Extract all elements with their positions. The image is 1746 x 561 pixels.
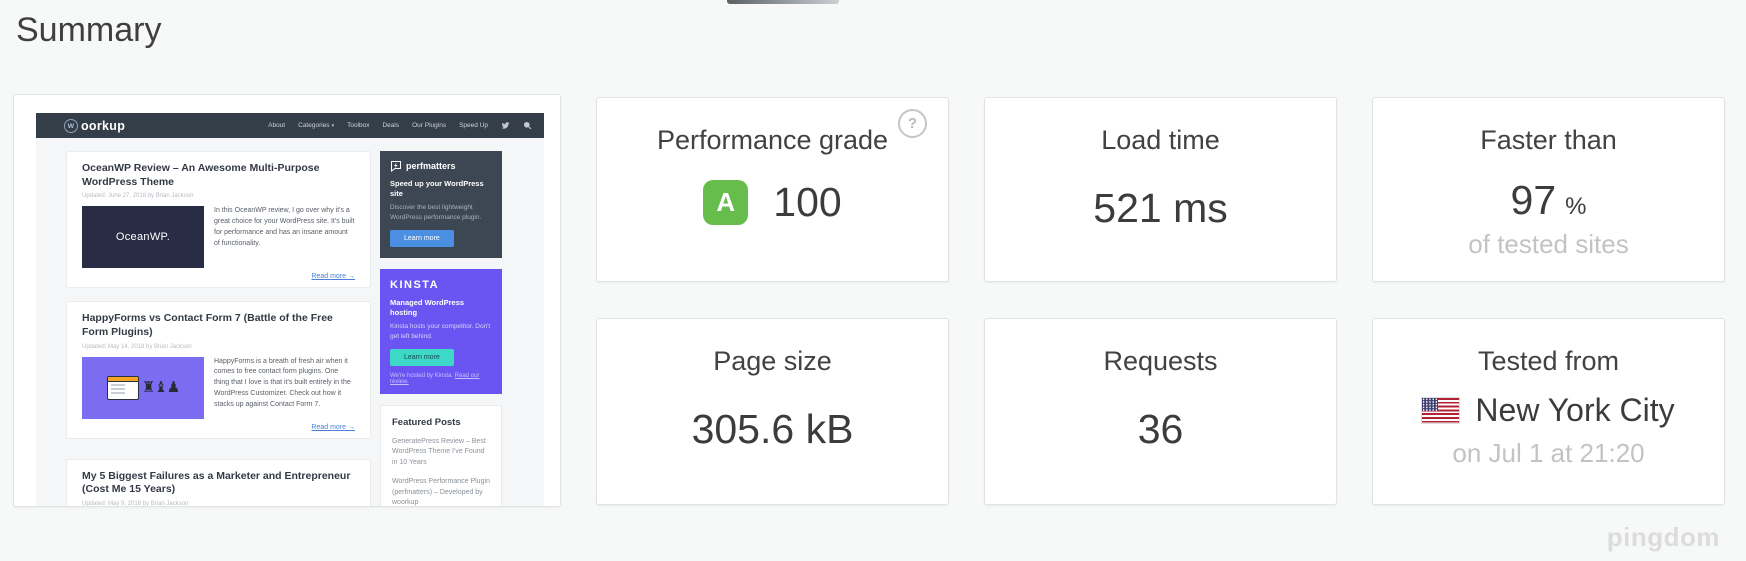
site-content: OceanWP Review – An Awesome Multi-Purpos… <box>36 138 544 506</box>
site-main-column: OceanWP Review – An Awesome Multi-Purpos… <box>66 151 371 506</box>
article-card-failures: My 5 Biggest Failures as a Marketer and … <box>66 458 371 507</box>
metric-title: Requests <box>1103 346 1218 376</box>
metric-card-load-time: Load time 521 ms <box>984 97 1337 282</box>
read-our-review-link: Read our review. <box>390 372 480 385</box>
featured-posts-widget: Featured Posts GeneratePress Review – Be… <box>380 404 502 506</box>
woorkup-logo: w oorkup <box>64 118 126 133</box>
chevron-down-icon: ▾ <box>331 123 335 129</box>
metric-value: 100 <box>773 179 842 225</box>
metric-subtext: on Jul 1 at 21:20 <box>1452 438 1645 468</box>
nav-item-toolbox: Toolbox <box>347 122 370 129</box>
article-title: My 5 Biggest Failures as a Marketer and … <box>82 469 351 496</box>
article-thumbnail-happyforms: ♜♝♟ <box>82 356 204 419</box>
woorkup-logo-icon: w <box>64 118 78 133</box>
read-more-link: Read more → <box>311 273 355 281</box>
perfmatters-icon <box>390 160 402 172</box>
search-icon <box>523 121 532 130</box>
kinsta-logo: KINSTA <box>390 278 440 291</box>
article-excerpt: In this OceanWP review, I go over why it… <box>214 207 355 247</box>
article-meta: Updated: June 27, 2018 by Brian Jackson <box>82 193 194 200</box>
article-card-oceanwp: OceanWP Review – An Awesome Multi-Purpos… <box>66 151 371 289</box>
widget-headline: Managed WordPress hosting <box>390 297 465 317</box>
article-meta: Updated: May 9, 2018 by Brian Jackson <box>82 500 189 507</box>
metric-title: Load time <box>1101 125 1220 155</box>
form-window-illustration <box>106 375 139 400</box>
us-flag-icon <box>1421 397 1461 424</box>
metric-unit: % <box>1565 193 1587 220</box>
metric-value: 305.6 kB <box>691 406 854 452</box>
article-card-happyforms: HappyForms vs Contact Form 7 (Battle of … <box>66 301 371 439</box>
metric-title: Page size <box>713 346 832 376</box>
article-thumbnail-oceanwp: OceanWP. <box>82 206 204 269</box>
widget-body: Discover the best lightweight WordPress … <box>390 204 482 221</box>
metric-card-page-size: Page size 305.6 kB <box>596 318 949 505</box>
page-title: Summary <box>16 11 162 49</box>
metric-subtext: of tested sites <box>1468 229 1629 259</box>
learn-more-button: Learn more <box>390 229 454 247</box>
metric-card-tested-from: Tested from New York City on Jul 1 at 21… <box>1372 318 1725 505</box>
site-navbar: w oorkup About Categories ▾ Toolbox Deals… <box>36 113 544 138</box>
grade-badge: A <box>703 180 749 225</box>
metric-title: Faster than <box>1480 125 1617 155</box>
nav-item-our-plugins: Our Plugins <box>412 122 447 129</box>
woorkup-logo-text: oorkup <box>81 118 126 133</box>
summary-metrics-grid: Performance grade ? A 100 Load time 521 … <box>596 97 1725 505</box>
website-screenshot: w oorkup About Categories ▾ Toolbox Deals… <box>36 113 544 506</box>
perfmatters-widget: perfmatters Speed up your WordPress site… <box>380 151 502 258</box>
read-more-link: Read more → <box>311 423 355 431</box>
metric-card-faster-than: Faster than 97% of tested sites <box>1372 97 1725 282</box>
article-title: OceanWP Review – An Awesome Multi-Purpos… <box>82 162 320 188</box>
nav-item-categories: Categories ▾ <box>298 122 335 129</box>
site-nav-items: About Categories ▾ Toolbox Deals Our Plug… <box>268 121 532 130</box>
nav-item-deals: Deals <box>382 122 400 129</box>
website-preview-card[interactable]: w oorkup About Categories ▾ Toolbox Deals… <box>13 94 561 507</box>
article-title: HappyForms vs Contact Form 7 (Battle of … <box>82 312 333 338</box>
article-excerpt: HappyForms is a breath of fresh air when… <box>214 357 351 408</box>
top-tab-remnant <box>727 0 839 4</box>
article-meta: Updated: May 14, 2018 by Brian Jackson <box>82 343 192 350</box>
chess-pieces-illustration: ♜♝♟ <box>141 379 180 397</box>
featured-posts-title: Featured Posts <box>392 416 461 428</box>
kinsta-footer: We're hosted by Kinsta. Read our review. <box>390 372 480 385</box>
widget-headline: Speed up your WordPress site <box>390 179 484 199</box>
learn-more-button: Learn more <box>390 348 454 366</box>
featured-post-item: GeneratePress Review – Best WordPress Th… <box>392 437 486 466</box>
widget-body: Kinsta hosts your competitor. Don't get … <box>390 323 491 340</box>
help-icon[interactable]: ? <box>898 109 927 138</box>
metric-value: New York City <box>1475 392 1675 428</box>
metric-title: Tested from <box>1477 346 1620 376</box>
metric-value: 97% <box>1510 177 1587 223</box>
metric-value: 36 <box>1137 406 1184 452</box>
metric-title: Performance grade <box>656 125 889 155</box>
metric-card-requests: Requests 36 <box>984 318 1337 505</box>
featured-post-item: WordPress Performance Plugin (perfmatter… <box>392 478 490 506</box>
perfmatters-brand: perfmatters <box>406 161 456 171</box>
site-sidebar: perfmatters Speed up your WordPress site… <box>380 151 502 506</box>
twitter-icon <box>501 121 510 130</box>
metric-card-performance-grade: Performance grade ? A 100 <box>596 97 949 282</box>
pingdom-watermark: pingdom <box>1606 522 1720 552</box>
nav-item-speed-up: Speed Up <box>459 122 488 129</box>
metric-value: 521 ms <box>1093 185 1228 231</box>
kinsta-widget: KINSTA Managed WordPress hosting Kinsta … <box>380 268 502 394</box>
nav-item-about: About <box>268 122 286 129</box>
